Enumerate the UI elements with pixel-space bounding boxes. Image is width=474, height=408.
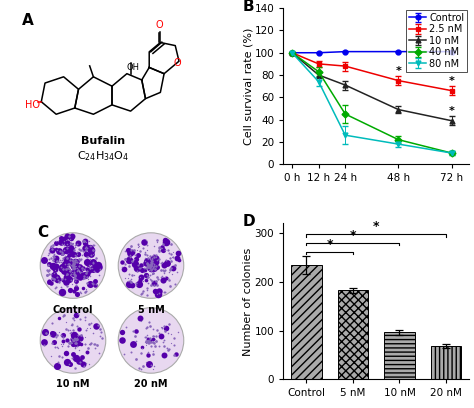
Text: *: * [448,76,455,86]
Text: O: O [155,20,163,30]
Circle shape [118,308,184,373]
Text: *: * [350,229,356,242]
Text: Bufalin: Bufalin [81,136,125,146]
Text: C: C [37,225,48,240]
Bar [384,332,415,379]
Text: *: * [448,106,455,116]
Text: *: * [395,66,401,76]
Y-axis label: Number of colonies: Number of colonies [243,247,253,355]
Y-axis label: Cell survival rate (%): Cell survival rate (%) [243,27,253,145]
Text: D: D [242,214,255,229]
Bar [338,290,368,379]
Text: 5 nM: 5 nM [137,304,164,315]
Circle shape [40,233,106,298]
Text: *: * [373,220,380,233]
Bar [292,265,321,379]
Text: *: * [327,238,333,251]
Text: B: B [242,0,254,14]
Circle shape [40,308,106,373]
Text: A: A [22,13,34,28]
Text: O: O [173,58,181,68]
Circle shape [118,233,184,298]
Bar [431,346,461,379]
Text: $\mathrm{C_{24}H_{34}O_4}$: $\mathrm{C_{24}H_{34}O_4}$ [77,149,129,163]
Text: 20 nM: 20 nM [134,379,168,390]
Legend: Control, 2.5 nM, 10 nM, 40 nM, 80 nM: Control, 2.5 nM, 10 nM, 40 nM, 80 nM [406,10,467,72]
Text: OH: OH [127,63,140,72]
Text: 10 nM: 10 nM [56,379,90,390]
Text: Control: Control [53,304,93,315]
Text: HO: HO [25,100,39,110]
